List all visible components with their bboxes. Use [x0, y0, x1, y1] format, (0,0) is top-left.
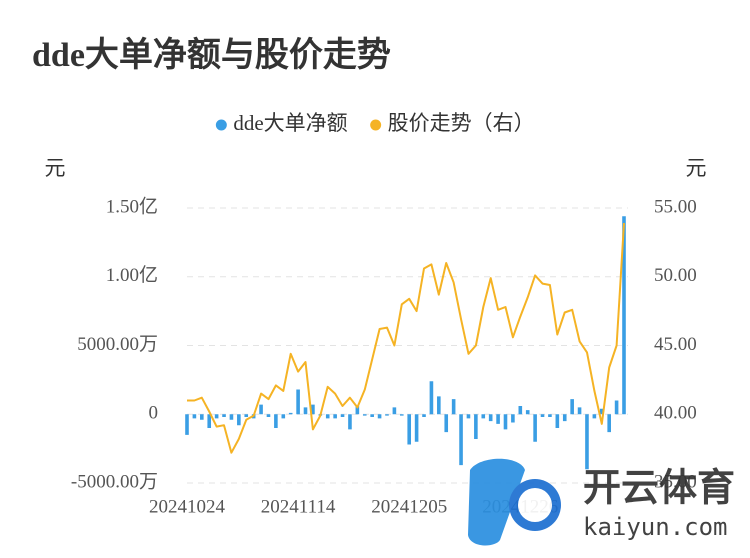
legend-marker [215, 119, 227, 131]
bar [429, 381, 434, 415]
bar [533, 414, 537, 442]
watermark-logo [468, 458, 525, 546]
bar [185, 414, 189, 435]
bar [288, 412, 293, 415]
bar [488, 414, 493, 422]
bar [207, 414, 212, 428]
bar [599, 408, 604, 415]
y-tick-label: 0 [149, 403, 159, 424]
bar [370, 414, 374, 417]
y2-unit: 元 [686, 156, 707, 180]
bar [362, 414, 367, 416]
legend: dde大单净额 股价走势（右） [215, 111, 535, 135]
bar [407, 414, 412, 445]
watermark-logo [518, 488, 552, 522]
legend-label: dde大单净额 [233, 111, 347, 135]
watermark: 开云体育 kaiyun.com [468, 458, 735, 546]
x-tick-label: 20241205 [371, 496, 447, 517]
bar [503, 414, 508, 430]
bar [266, 414, 271, 417]
bar [192, 414, 197, 419]
bar [303, 407, 308, 415]
bar [325, 414, 330, 419]
legend-marker [370, 119, 382, 131]
bar [444, 414, 449, 433]
bar [548, 414, 552, 417]
bar [511, 414, 515, 423]
bar [459, 414, 463, 466]
bar [481, 414, 486, 419]
bar [274, 414, 278, 428]
bar [622, 216, 626, 415]
bar [222, 414, 226, 417]
bar [399, 414, 404, 416]
y-tick-label: -5000.00万 [71, 471, 158, 492]
legend-label: 股价走势（右） [388, 111, 535, 135]
y-tick-label: 5000.00万 [77, 334, 158, 355]
y-tick-label: 1.50亿 [106, 195, 158, 217]
y2-tick-label: 55.00 [654, 196, 697, 217]
bar [577, 407, 582, 415]
y-unit: 元 [45, 156, 66, 180]
watermark-url: kaiyun.com [583, 513, 728, 541]
y-tick-label: 1.00亿 [106, 264, 158, 286]
watermark-text: 开云体育 [583, 466, 735, 510]
chart-title: dde大单净额与股价走势 [32, 36, 391, 74]
bar [437, 396, 441, 415]
bar [237, 414, 241, 426]
y2-tick-label: 50.00 [654, 265, 697, 286]
bar [466, 414, 471, 419]
bar [377, 414, 382, 419]
y2-tick-label: 35.00 [654, 471, 697, 492]
bar [214, 414, 219, 419]
bar [607, 414, 611, 433]
bar [414, 414, 419, 442]
bar [525, 410, 530, 415]
bar [451, 399, 456, 415]
bar [244, 414, 249, 417]
bar [333, 414, 337, 419]
bar [392, 407, 397, 415]
bar [518, 406, 523, 415]
bar [385, 414, 389, 416]
y2-tick-label: 40.00 [654, 403, 697, 424]
bar [259, 404, 263, 415]
y2-tick-label: 45.00 [654, 334, 697, 355]
bar [281, 414, 286, 419]
bar [200, 414, 204, 420]
bar [562, 414, 567, 422]
bar [555, 414, 560, 428]
bar [348, 414, 352, 430]
bar [340, 414, 345, 417]
bar [570, 399, 574, 415]
bar [540, 414, 545, 417]
bar [296, 389, 300, 415]
x-tick-label: 20241024 [149, 496, 226, 517]
bar [474, 414, 478, 439]
bar [585, 414, 589, 470]
bar [496, 414, 500, 424]
x-tick-label: 20241114 [261, 496, 336, 517]
bar [355, 406, 360, 415]
bar [614, 400, 619, 415]
bar [592, 414, 597, 419]
bar [422, 414, 426, 417]
price-line [187, 223, 625, 454]
bar [311, 404, 315, 415]
bar [229, 414, 234, 420]
